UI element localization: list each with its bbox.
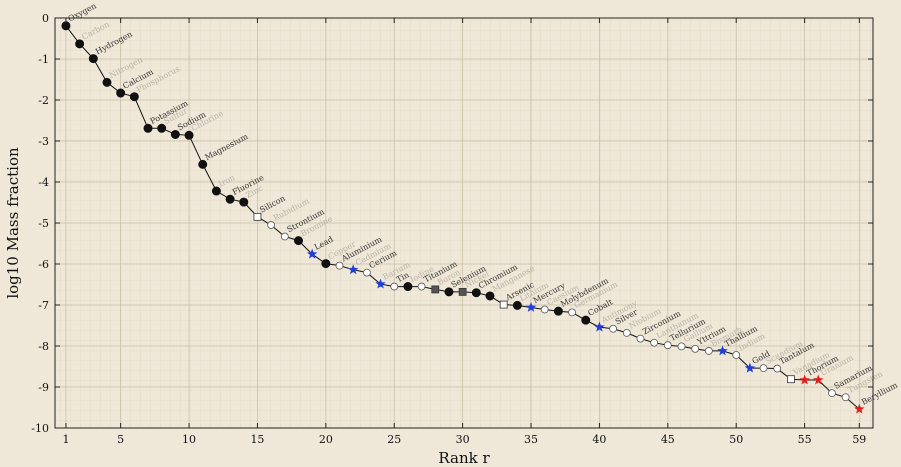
marker-copper — [321, 259, 331, 269]
marker-uranium — [813, 374, 824, 385]
marker-cadmium — [347, 264, 359, 275]
marker-scandium — [759, 364, 768, 373]
x-tick-label: 25 — [387, 433, 401, 446]
marker-beryllium — [854, 403, 865, 414]
y-tick-label: -4 — [38, 176, 49, 189]
marker-chromium — [471, 288, 481, 298]
marker-iron — [211, 186, 221, 196]
marker-calcium — [116, 88, 126, 98]
y-tick-label: -9 — [38, 381, 49, 394]
y-axis-label: log10 Mass fraction — [4, 147, 22, 299]
marker-sodium — [170, 129, 180, 139]
marker-samarium — [828, 389, 836, 398]
y-tick-label: -1 — [38, 53, 49, 66]
y-tick-label: -6 — [38, 258, 49, 271]
marker-bismuth — [704, 347, 713, 355]
marker-silver — [609, 324, 618, 333]
y-tick-label: -7 — [38, 299, 49, 312]
x-axis-label: Rank r — [438, 449, 490, 467]
marker-cobalt — [581, 315, 591, 325]
marker-thorium — [799, 374, 810, 385]
marker-lanthanum — [650, 338, 659, 347]
marker-phosphorus — [129, 92, 139, 102]
marker-indium — [732, 351, 741, 359]
x-tick-label: 35 — [524, 433, 538, 446]
marker-aluminium — [335, 261, 344, 270]
marker-tellurium — [663, 341, 672, 350]
y-tick-label: 0 — [42, 12, 49, 25]
marker-nickel — [458, 287, 467, 296]
marker-carbon — [75, 39, 85, 49]
marker-lead — [306, 248, 318, 259]
marker-antimony — [594, 321, 605, 332]
marker-nitrogen — [102, 77, 112, 87]
marker-chlorine — [184, 130, 194, 140]
marker-bromine — [293, 236, 303, 246]
marker-titanium — [417, 282, 426, 291]
marker-arsenic — [499, 300, 508, 309]
gridlines — [55, 17, 873, 429]
marker-selenium — [444, 287, 454, 297]
marker-boron — [431, 285, 440, 294]
axis-ticks: 1 5 10 15 20 25 30 35 40 45 50 55 590-1-2-3-4-5-6-7-… — [31, 12, 873, 446]
marker-lithium — [512, 300, 522, 310]
marker-rubidium — [267, 221, 276, 229]
marker-zirconium — [636, 334, 645, 343]
y-tick-label: -10 — [31, 422, 49, 435]
data-markers — [61, 21, 865, 414]
marker-cerium — [362, 268, 371, 277]
x-tick-label: 30 — [456, 433, 470, 446]
marker-caesium — [540, 305, 549, 314]
marker-silicon — [253, 212, 262, 221]
x-tick-label: 59 — [852, 433, 866, 446]
marker-potassium — [143, 123, 153, 133]
x-tick-label: 50 — [729, 433, 743, 446]
marker-tantalum — [773, 364, 782, 373]
marker-thallium — [717, 345, 728, 356]
y-tick-label: -8 — [38, 340, 49, 353]
x-tick-label: 55 — [798, 433, 812, 446]
marker-manganese — [485, 291, 495, 301]
marker-hydrogen — [88, 54, 98, 64]
marker-mercury — [525, 301, 537, 312]
x-tick-label: 1 — [62, 433, 69, 446]
marker-barium — [375, 278, 386, 289]
marker-fluorine — [225, 194, 235, 204]
marker-yttrium — [691, 344, 700, 353]
x-tick-label: 10 — [182, 433, 196, 446]
marker-iodine — [403, 282, 413, 292]
x-tick-label: 15 — [250, 433, 264, 446]
marker-vanadium — [787, 375, 795, 384]
y-tick-label: -5 — [38, 217, 49, 230]
marker-gallium — [677, 342, 686, 351]
marker-niobium — [622, 328, 631, 337]
marker-tungsten — [841, 393, 850, 402]
marker-gold — [744, 362, 756, 373]
marker-molybdenum — [553, 306, 563, 316]
marker-zinc — [239, 197, 249, 207]
y-tick-label: -2 — [38, 94, 49, 107]
marker-magnesium — [198, 159, 208, 169]
x-tick-label: 5 — [117, 433, 124, 446]
marker-tin — [390, 282, 399, 291]
y-tick-label: -3 — [38, 135, 49, 148]
x-tick-label: 40 — [592, 433, 606, 446]
x-tick-label: 20 — [319, 433, 333, 446]
marker-germanium — [568, 308, 576, 317]
marker-sulfur — [157, 123, 167, 133]
x-tick-label: 45 — [661, 433, 675, 446]
marker-strontium — [280, 232, 289, 241]
